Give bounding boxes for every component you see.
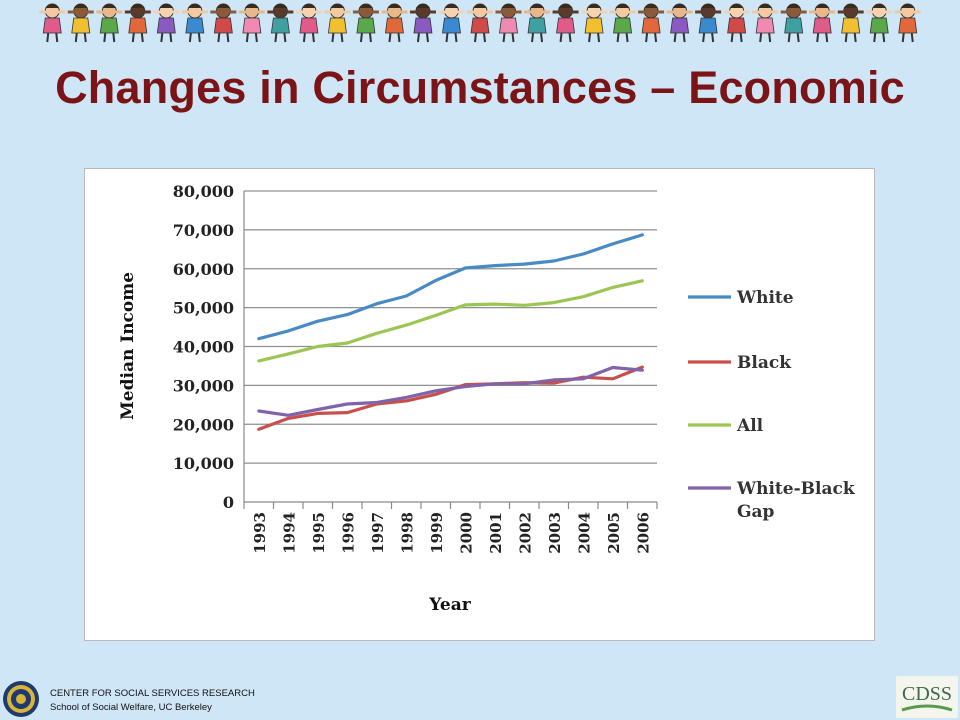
child-figure — [153, 3, 180, 43]
child-figure — [809, 3, 836, 43]
x-tick-label: 2001 — [487, 512, 505, 554]
series-line-black — [257, 365, 644, 431]
child-figure — [609, 3, 636, 43]
legend: White Black All White-Black Gap — [688, 288, 856, 522]
child-figure — [524, 3, 551, 43]
uc-berkeley-seal-logo — [3, 681, 39, 717]
gridlines — [243, 190, 658, 509]
child-figure — [96, 3, 123, 43]
x-tick-label: 1995 — [310, 512, 328, 554]
series-line-white-black-gap — [257, 365, 644, 417]
x-axis-title: Year — [428, 595, 471, 615]
legend-label: White-Black Gap — [736, 479, 856, 522]
y-tick-label: 10,000 — [173, 454, 234, 473]
child-figure — [324, 3, 351, 43]
cdss-logo-text: CDSS — [902, 683, 952, 705]
child-figure — [67, 3, 94, 43]
x-tick-label: 1999 — [428, 512, 446, 554]
x-tick-label: 1994 — [280, 512, 298, 554]
x-tick-label: 2004 — [575, 512, 593, 554]
child-figure — [638, 3, 665, 43]
child-figure — [695, 3, 722, 43]
y-tick-label: 80,000 — [173, 182, 234, 201]
y-axis-title: Median Income — [118, 272, 138, 420]
x-tick-label: 2005 — [605, 512, 623, 554]
x-tick-label: 1997 — [369, 512, 387, 554]
legend-label: All — [736, 416, 764, 436]
cdss-logo: CDSS — [896, 676, 958, 718]
child-figure — [124, 3, 151, 43]
child-figure — [837, 3, 864, 43]
child-figure — [210, 3, 237, 43]
x-tick-label: 1998 — [398, 512, 416, 554]
footer-org-line2: School of Social Welfare, UC Berkeley — [50, 702, 212, 713]
y-tick-label: 70,000 — [173, 221, 234, 240]
child-figure — [780, 3, 807, 43]
child-figure — [238, 3, 265, 43]
child-figure — [467, 3, 493, 43]
child-figure — [181, 3, 208, 43]
child-figure — [552, 3, 579, 43]
child-figure — [352, 3, 379, 43]
child-figure — [495, 3, 522, 43]
child-figure — [723, 3, 750, 43]
y-axis-ticks: 0 10,000 20,000 30,000 40,000 50,000 60,000 70,… — [173, 182, 234, 512]
child-figure — [295, 3, 322, 43]
legend-label: White — [736, 288, 794, 308]
series-line-white — [257, 233, 644, 341]
y-tick-label: 40,000 — [173, 338, 234, 357]
y-tick-label: 0 — [223, 493, 234, 512]
x-axis-ticks: 1993 1994 1995 1996 1997 1998 1999 2000 2001 2002… — [251, 512, 653, 554]
slide-title: Changes in Circumstances – Economic — [55, 62, 905, 113]
series-lines — [257, 233, 644, 431]
y-tick-label: 60,000 — [173, 260, 234, 279]
x-tick-label: 2003 — [546, 512, 564, 554]
child-figure — [866, 3, 893, 43]
child-figure — [409, 3, 436, 43]
y-tick-label: 30,000 — [173, 376, 234, 395]
child-figure — [267, 3, 294, 43]
child-figure — [666, 3, 693, 43]
legend-label: Black — [737, 353, 792, 373]
x-tick-label: 1996 — [339, 512, 357, 554]
footer-organization: CENTER FOR SOCIAL SERVICES RESEARCH Scho… — [50, 687, 255, 715]
child-figure — [438, 3, 465, 43]
child-figure — [581, 3, 608, 43]
footer-org-line1: CENTER FOR SOCIAL SERVICES RESEARCH — [50, 688, 255, 699]
child-figure — [752, 3, 779, 43]
x-tick-label: 2006 — [634, 512, 652, 554]
child-figure — [39, 3, 66, 43]
y-tick-label: 50,000 — [173, 299, 234, 318]
chart-frame: 0 10,000 20,000 30,000 40,000 50,000 60,000 70,… — [84, 168, 875, 641]
child-figure — [381, 3, 408, 43]
y-tick-label: 20,000 — [173, 415, 234, 434]
x-tick-label: 2000 — [457, 512, 475, 554]
x-tick-label: 1993 — [251, 512, 269, 554]
series-line-all — [257, 279, 644, 363]
x-tick-label: 2002 — [516, 512, 534, 554]
children-banner-illustration — [39, 3, 921, 43]
child-figure — [894, 3, 921, 43]
line-chart: 0 10,000 20,000 30,000 40,000 50,000 60,000 70,… — [118, 182, 856, 615]
